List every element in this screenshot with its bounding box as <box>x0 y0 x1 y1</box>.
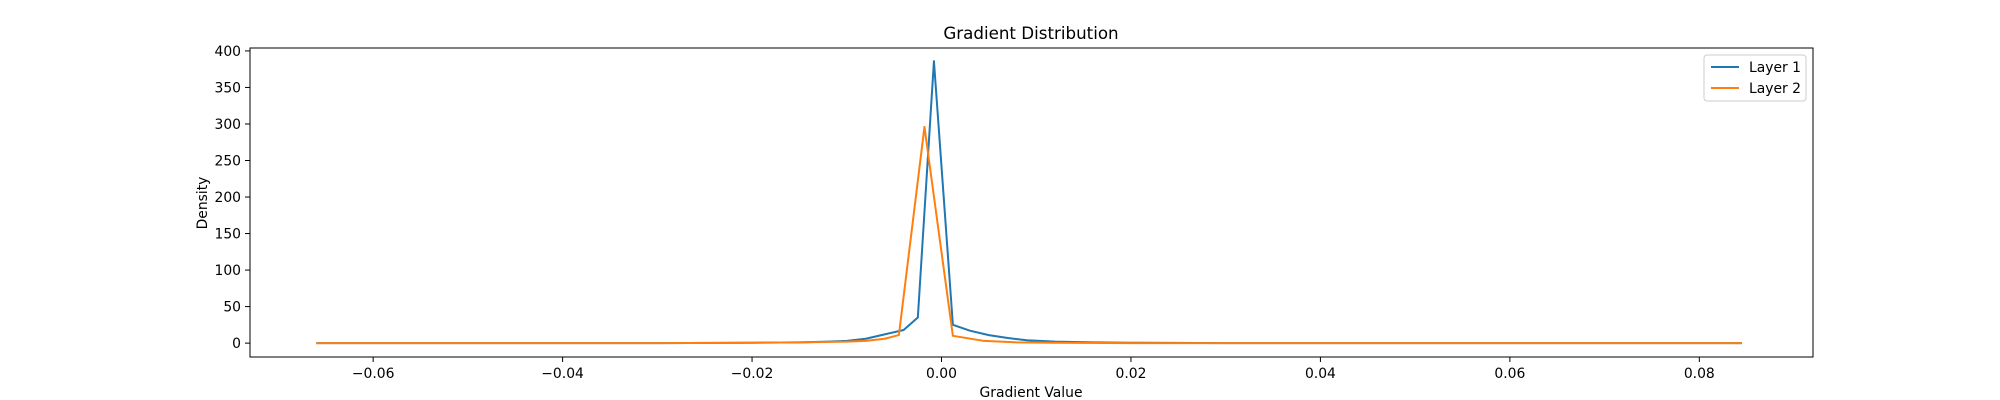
y-tick-label: 100 <box>214 263 241 279</box>
y-axis-title: Density <box>195 177 211 230</box>
y-tick-label: 200 <box>214 190 241 206</box>
y-tick-label: 0 <box>232 336 241 352</box>
x-tick-label: 0.06 <box>1494 366 1525 382</box>
series-line-layer-2 <box>316 125 1742 345</box>
legend-label-layer-2: Layer 2 <box>1749 81 1801 97</box>
axes-frame <box>249 47 1814 358</box>
chart-title: Gradient Distribution <box>943 23 1118 43</box>
x-axis: −0.06 −0.04 −0.02 0.00 0.02 0.04 0.06 0.08 <box>352 357 1715 382</box>
x-tick-label: 0.02 <box>1115 366 1146 382</box>
x-axis-title: Gradient Value <box>979 385 1082 400</box>
legend: Layer 1 Layer 2 <box>1703 54 1807 102</box>
y-tick-label: 50 <box>223 300 241 316</box>
x-tick-label: −0.02 <box>731 366 774 382</box>
legend-label-layer-1: Layer 1 <box>1749 60 1801 76</box>
y-tick-label: 250 <box>214 153 241 169</box>
x-tick-label: −0.06 <box>352 366 395 382</box>
y-axis: 0 50 100 150 200 250 300 350 400 <box>214 44 250 352</box>
plot-area <box>316 60 1742 345</box>
y-tick-label: 350 <box>214 80 241 96</box>
x-tick-label: 0.04 <box>1305 366 1336 382</box>
y-tick-label: 400 <box>214 44 241 60</box>
x-tick-label: 0.00 <box>926 366 957 382</box>
x-tick-label: 0.08 <box>1684 366 1715 382</box>
y-tick-label: 300 <box>214 117 241 133</box>
x-tick-label: −0.04 <box>541 366 584 382</box>
y-tick-label: 150 <box>214 227 241 243</box>
